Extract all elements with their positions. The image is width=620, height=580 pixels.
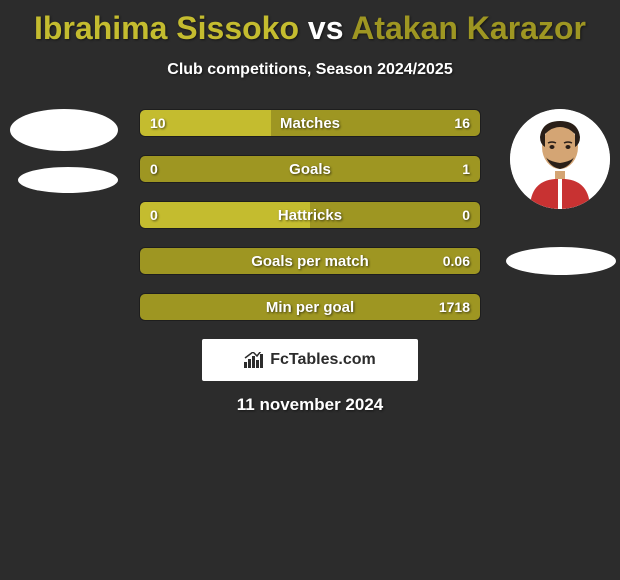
content-area: Matches1016Goals01Hattricks00Goals per m… [0,109,620,415]
stat-row: Matches10 16 [139,109,481,137]
date-text: 11 november 2024 [0,395,620,415]
stats-bars: Matches1016Goals01Hattricks00Goals per m… [139,109,481,321]
player2-name: Atakan Karazor [351,10,586,46]
stat-label: Matches [140,110,480,136]
logo-text: FcTables.com [270,351,376,369]
player2-avatar [510,109,610,209]
stat-label: Hattricks [140,202,480,228]
stat-row: Hattricks0 0 [139,201,481,229]
chart-icon [244,352,264,368]
player1-name: Ibrahima Sissoko [34,10,299,46]
stat-value-player1: 0 [140,202,168,228]
player1-name-placeholder [18,167,118,193]
comparison-title: Ibrahima Sissoko vs Atakan Karazor [0,0,620,47]
stat-value-player2: 0.06 [433,248,480,274]
stat-value-player2: 16 [444,110,480,136]
stat-value-player2: 0 [452,202,480,228]
stat-value-player2: 1 [452,156,480,182]
stat-value-player1: 10 [140,110,176,136]
subtitle: Club competitions, Season 2024/2025 [0,61,620,79]
vs-text: vs [308,10,344,46]
stat-row: Min per goal1718 [139,293,481,321]
logo-box: FcTables.com [202,339,418,381]
stat-value-player2: 1718 [429,294,480,320]
player2-name-placeholder [506,247,616,275]
stat-label: Goals per match [140,248,480,274]
stat-row: Goals0 1 [139,155,481,183]
stat-label: Goals [140,156,480,182]
stat-value-player1: 0 [140,156,168,182]
stat-row: Goals per match0.06 [139,247,481,275]
player1-avatar-placeholder [10,109,118,151]
